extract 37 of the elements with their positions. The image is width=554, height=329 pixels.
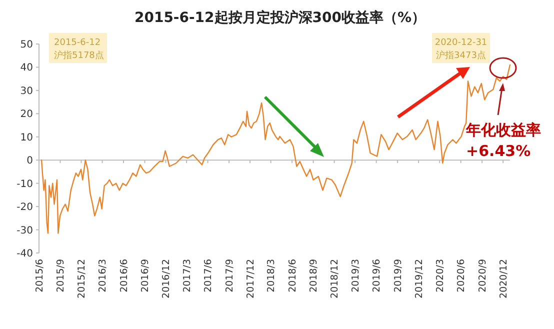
y-tick-label: 30 <box>20 86 33 97</box>
y-tick-label: 50 <box>20 40 33 50</box>
y-tick-label: 40 <box>20 62 33 74</box>
y-tick-label: 20 <box>20 109 33 120</box>
x-tick-label: 2017/3 <box>182 259 193 292</box>
x-tick-label: 2016/12 <box>161 259 172 298</box>
x-tick-label: 2017/9 <box>224 259 236 292</box>
chart-title: 2015-6-12起按月定投沪深300收益率（%） <box>134 9 426 26</box>
x-tick-label: 2016/6 <box>118 259 130 292</box>
x-tick-label: 2018/12 <box>330 259 341 298</box>
y-tick-label: -20 <box>16 202 33 214</box>
y-tick-label: 10 <box>20 132 33 144</box>
x-tick-label: 2020/12 <box>498 259 510 298</box>
x-tick-label: 2015/12 <box>76 259 88 298</box>
x-tick-label: 2016/9 <box>140 259 152 292</box>
y-tick-label: -30 <box>16 225 33 236</box>
x-tick-label: 2017/6 <box>203 259 214 292</box>
x-tick-label: 2020/6 <box>456 259 468 292</box>
x-tick-label: 2018/3 <box>266 259 278 292</box>
y-tick-label: -40 <box>16 248 33 260</box>
x-tick-label: 2019/3 <box>350 259 362 292</box>
x-tick-label: 2015/9 <box>56 259 67 292</box>
x-tick-label: 2016/3 <box>98 259 109 292</box>
annotation: 2015-6-12 沪指5178点 <box>54 38 104 61</box>
x-tick-label: 2019/12 <box>414 259 425 298</box>
y-tick-label: 0 <box>26 156 33 167</box>
x-tick-label: 2020/3 <box>434 259 446 292</box>
x-tick-label: 2020/9 <box>477 259 488 292</box>
y-tick-label: -10 <box>16 178 33 190</box>
annotation: 年化收益率 +6.43% <box>465 121 541 160</box>
x-tick-label: 2017/12 <box>245 259 256 298</box>
x-tick-label: 2018/9 <box>308 259 320 292</box>
x-tick-label: 2018/6 <box>287 259 298 292</box>
x-tick-label: 2019/6 <box>372 259 383 292</box>
x-tick-label: 2015/6 <box>34 259 46 292</box>
x-tick-label: 2019/9 <box>392 259 404 292</box>
annotation: 2020-12-31 沪指3473点 <box>434 38 488 61</box>
